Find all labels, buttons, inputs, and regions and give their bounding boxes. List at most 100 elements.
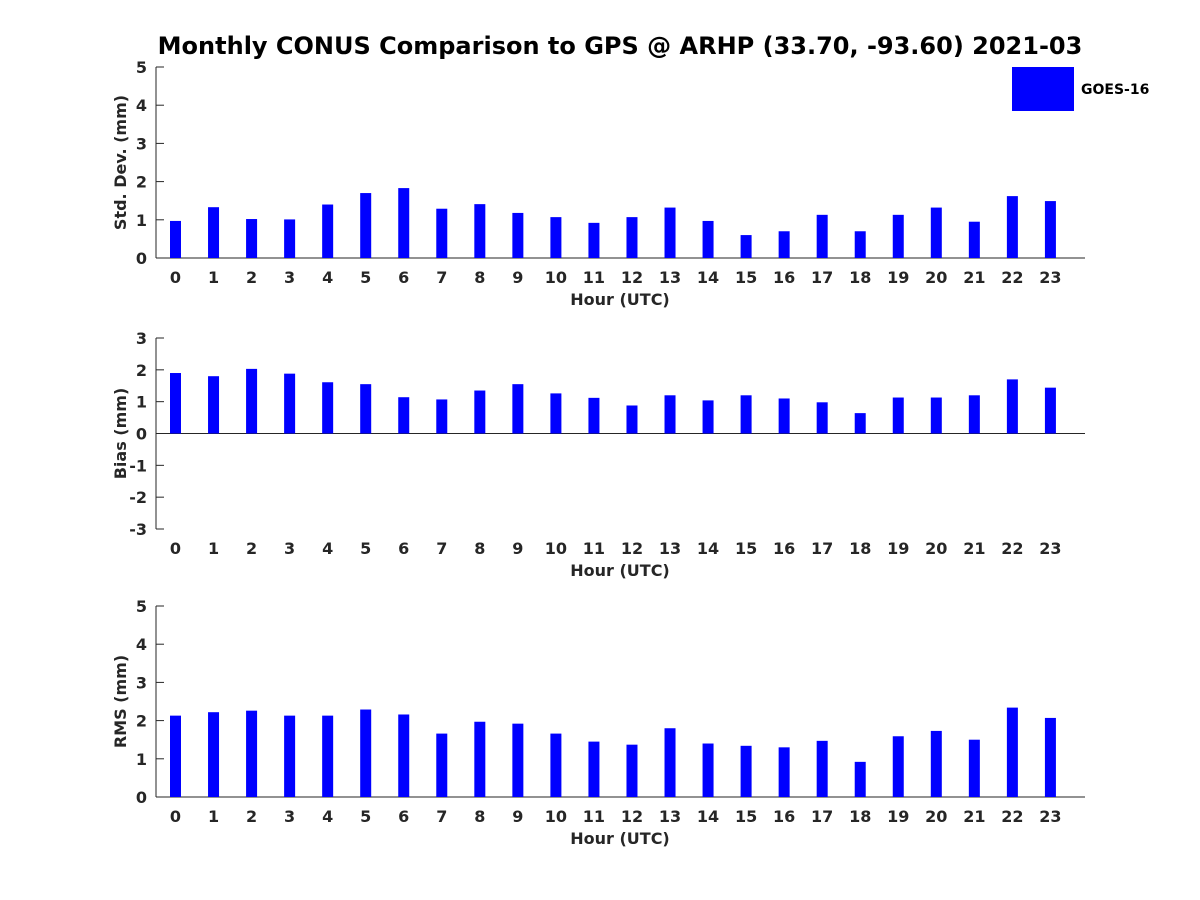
x-tick-label: 14 <box>697 539 719 558</box>
bar <box>626 217 638 258</box>
bar <box>512 723 524 797</box>
bar <box>664 728 676 797</box>
x-tick-label: 9 <box>512 539 523 558</box>
x-tick-label: 5 <box>360 807 371 826</box>
y-tick-label: 5 <box>136 58 147 77</box>
x-tick-label: 10 <box>545 539 567 558</box>
x-tick-label: 10 <box>545 807 567 826</box>
legend-swatch <box>1012 67 1074 111</box>
bar <box>892 397 904 434</box>
y-tick-label: -3 <box>129 520 147 539</box>
bar <box>892 214 904 258</box>
y-tick-label: 3 <box>136 134 147 153</box>
bar <box>1006 707 1018 797</box>
x-tick-label: 11 <box>583 539 605 558</box>
bar <box>854 231 866 258</box>
bar <box>398 397 410 434</box>
bar <box>664 207 676 258</box>
x-tick-label: 23 <box>1039 539 1061 558</box>
x-tick-label: 21 <box>963 539 985 558</box>
x-tick-label: 22 <box>1001 268 1023 287</box>
x-tick-label: 15 <box>735 539 757 558</box>
x-tick-label: 18 <box>849 807 871 826</box>
bar <box>778 747 790 797</box>
chart-title: Monthly CONUS Comparison to GPS @ ARHP (… <box>158 32 1083 60</box>
bar <box>512 212 524 258</box>
x-tick-label: 5 <box>360 268 371 287</box>
x-tick-label: 7 <box>436 268 447 287</box>
x-tick-label: 15 <box>735 268 757 287</box>
bar <box>854 413 866 434</box>
bar <box>360 384 372 434</box>
x-tick-label: 9 <box>512 268 523 287</box>
bar <box>322 382 334 434</box>
x-tick-label: 6 <box>398 807 409 826</box>
x-tick-label: 13 <box>659 807 681 826</box>
bar <box>968 395 980 434</box>
bar <box>1044 717 1056 797</box>
bar <box>550 733 562 797</box>
bar <box>930 207 942 258</box>
bar <box>664 395 676 434</box>
bar <box>626 744 638 797</box>
x-tick-label: 2 <box>246 268 257 287</box>
bar <box>626 405 638 434</box>
x-tick-label: 13 <box>659 268 681 287</box>
x-tick-label: 12 <box>621 268 643 287</box>
bar <box>588 222 600 258</box>
bar <box>436 733 448 797</box>
x-tick-label: 12 <box>621 807 643 826</box>
x-tick-label: 11 <box>583 807 605 826</box>
y-tick-label: 2 <box>136 173 147 192</box>
x-tick-label: 1 <box>208 539 219 558</box>
bar <box>1044 201 1056 258</box>
x-tick-label: 20 <box>925 807 947 826</box>
y-axis-label: RMS (mm) <box>111 655 130 748</box>
bar <box>436 208 448 258</box>
x-tick-label: 22 <box>1001 539 1023 558</box>
x-tick-label: 18 <box>849 539 871 558</box>
bar <box>778 231 790 258</box>
bar <box>854 761 866 797</box>
x-tick-label: 7 <box>436 539 447 558</box>
bar <box>816 402 828 434</box>
x-tick-label: 0 <box>170 807 181 826</box>
x-tick-label: 22 <box>1001 807 1023 826</box>
bar <box>474 390 486 434</box>
bar <box>1044 387 1056 434</box>
bar <box>968 221 980 258</box>
x-tick-label: 16 <box>773 539 795 558</box>
bar <box>512 384 524 434</box>
y-tick-label: 3 <box>136 329 147 348</box>
bar <box>930 397 942 434</box>
x-tick-label: 2 <box>246 539 257 558</box>
y-tick-label: 0 <box>136 788 147 807</box>
x-tick-label: 0 <box>170 539 181 558</box>
bar <box>740 235 752 258</box>
bar <box>740 395 752 434</box>
x-tick-label: 17 <box>811 539 833 558</box>
bar <box>284 219 296 258</box>
x-tick-label: 8 <box>474 539 485 558</box>
x-tick-label: 9 <box>512 807 523 826</box>
bar <box>208 712 220 797</box>
y-axis-label: Std. Dev. (mm) <box>111 95 130 230</box>
bar <box>246 368 258 434</box>
y-tick-label: 1 <box>136 211 147 230</box>
x-tick-label: 20 <box>925 268 947 287</box>
x-tick-label: 23 <box>1039 268 1061 287</box>
y-tick-label: 1 <box>136 393 147 412</box>
x-tick-label: 5 <box>360 539 371 558</box>
bar <box>208 376 220 434</box>
bar <box>208 207 220 258</box>
x-tick-label: 20 <box>925 539 947 558</box>
bar <box>550 393 562 434</box>
bar <box>740 745 752 797</box>
bar <box>816 214 828 258</box>
x-tick-label: 21 <box>963 268 985 287</box>
bar <box>702 400 714 434</box>
y-tick-label: 5 <box>136 597 147 616</box>
